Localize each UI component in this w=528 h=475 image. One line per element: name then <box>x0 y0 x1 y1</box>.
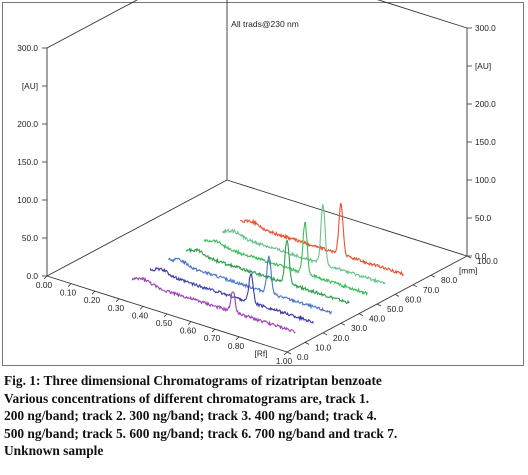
x-tick-label: 0.00 <box>36 280 53 290</box>
depth-tick-mark <box>376 303 382 307</box>
x-tick-label: 0.40 <box>132 310 149 320</box>
figure-caption: Fig. 1: Three dimensional Chromatograms … <box>4 372 524 460</box>
caption-line-1: Fig. 1: Three dimensional Chromatograms … <box>4 373 382 388</box>
y-tick-label: 50.0 <box>22 233 39 243</box>
chromatogram-trace <box>240 202 404 277</box>
x-axis-label: [Rf] <box>255 348 268 358</box>
x-tick-label: 0.70 <box>204 333 221 343</box>
x-tick-mark <box>115 298 120 303</box>
x-tick-mark <box>43 275 48 280</box>
tick-layer: 0.0 50.0 100.0 150.0 200.0 [AU] 300.0 0.0 50.0 10… <box>17 23 498 366</box>
floor-back-edge <box>226 179 468 257</box>
right-tick-label: 0.0 <box>475 251 487 261</box>
caption-line-3: 200 ng/band; track 2. 300 ng/band; track… <box>4 408 377 424</box>
depth-tick-mark <box>430 274 436 278</box>
axis-frame <box>46 0 468 353</box>
depth-tick-mark <box>340 322 346 326</box>
y-axis-label: [AU] <box>22 81 38 91</box>
x-tick-mark <box>139 306 144 310</box>
chromatogram-trace <box>131 276 296 334</box>
floor-left-edge <box>46 179 228 277</box>
x-tick-mark <box>283 351 288 356</box>
y-tick-label: 150.0 <box>17 157 38 167</box>
depth-tick-mark <box>394 294 400 297</box>
right-axis-label: [AU] <box>475 61 491 71</box>
caption-line-2: Various concentrations of different chro… <box>4 390 370 406</box>
chromatogram-trace <box>203 221 368 297</box>
y-tick-label: 0.0 <box>26 271 38 281</box>
top-left-edge <box>46 0 138 49</box>
caption-line-5: Unknown sample <box>4 443 104 459</box>
x-tick-label: 0.60 <box>180 326 197 336</box>
depth-tick-mark <box>466 255 472 259</box>
y-tick-label: 300.0 <box>17 43 38 53</box>
chromatogram-trace <box>168 255 332 315</box>
x-tick-label: 1.00 <box>276 356 293 366</box>
depth-tick-mark <box>304 342 310 345</box>
depth-tick-label: 70.0 <box>423 285 440 295</box>
depth-tick-mark <box>358 313 364 316</box>
x-tick-label: 0.30 <box>108 303 125 313</box>
x-tick-mark <box>187 321 192 325</box>
depth-tick-label: 80.0 <box>441 275 458 285</box>
series-layer <box>131 202 404 334</box>
chromatogram-trace <box>221 204 386 285</box>
depth-tick-label: 100.0 <box>477 256 498 266</box>
x-tick-label: 0.10 <box>60 288 77 298</box>
depth-tick-label: 20.0 <box>333 333 350 343</box>
depth-tick-label: 0.0 <box>297 352 309 362</box>
y-tick-label: 200.0 <box>17 119 38 129</box>
y-tick-label: 100.0 <box>17 195 38 205</box>
right-tick-label: 200.0 <box>475 99 496 109</box>
right-tick-label: 50.0 <box>475 213 492 223</box>
x-tick-label: 0.80 <box>228 341 245 351</box>
depth-axis-label: [mm] <box>459 266 477 276</box>
depth-tick-mark <box>286 351 292 355</box>
x-tick-label: 0.20 <box>84 295 101 305</box>
x-tick-mark <box>163 313 168 318</box>
depth-tick-label: 60.0 <box>405 294 422 304</box>
chart-title: All trads@230 nm <box>231 19 299 29</box>
depth-tick-label: 40.0 <box>369 314 386 324</box>
right-tick-label: 150.0 <box>475 137 496 147</box>
right-tick-label: 300.0 <box>475 23 496 33</box>
depth-tick-label: 50.0 <box>387 304 404 314</box>
x-tick-label: 0.50 <box>156 318 173 328</box>
depth-tick-mark <box>322 332 328 336</box>
chromatogram-trace <box>149 267 314 324</box>
x-tick-mark <box>235 336 240 341</box>
top-back-edge <box>377 0 468 29</box>
chromatogram-3d-chart: 0.0 50.0 100.0 150.0 200.0 [AU] 300.0 0.0 50.0 10… <box>17 0 498 366</box>
chromatogram-trace <box>185 240 350 305</box>
right-tick-label: 100.0 <box>475 175 496 185</box>
depth-tick-label: 10.0 <box>315 342 332 352</box>
x-tick-mark <box>91 290 96 295</box>
x-tick-mark <box>211 328 216 333</box>
x-tick-mark <box>67 283 72 287</box>
caption-line-4: 500 ng/band; track 5. 600 ng/band; track… <box>4 425 398 441</box>
depth-tick-label: 30.0 <box>351 323 368 333</box>
depth-tick-mark <box>412 284 418 288</box>
